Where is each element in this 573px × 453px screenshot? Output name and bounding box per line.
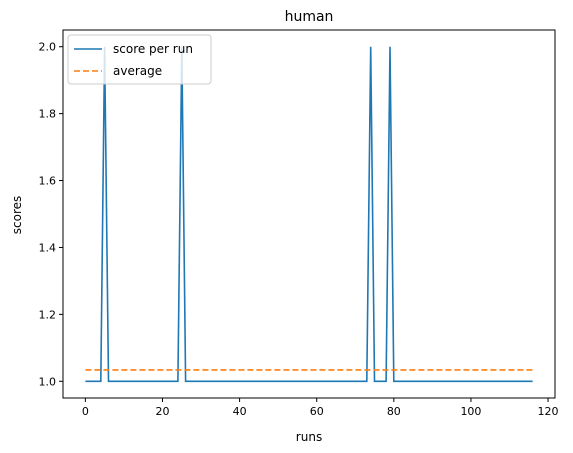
y-axis-label: scores <box>10 196 24 235</box>
x-tick-label: 100 <box>460 405 481 418</box>
y-axis: 1.0 1.2 1.4 1.6 1.8 2.0 <box>39 41 63 388</box>
x-tick-label: 40 <box>233 405 247 418</box>
legend: score per run average <box>67 34 212 85</box>
x-tick-label: 0 <box>82 405 89 418</box>
legend-label-score: score per run <box>113 42 193 56</box>
plot-frame <box>62 29 556 399</box>
y-tick-label: 1.4 <box>39 241 57 254</box>
y-tick-label: 1.0 <box>39 375 57 388</box>
y-tick-label: 1.6 <box>39 175 57 188</box>
y-tick-label: 2.0 <box>39 41 57 54</box>
chart-title: human <box>285 9 334 25</box>
y-tick-label: 1.2 <box>39 308 57 321</box>
series-layer <box>85 46 533 383</box>
x-axis-label: runs <box>296 430 322 444</box>
x-tick-label: 20 <box>155 405 169 418</box>
score-per-run-line <box>85 46 533 383</box>
x-tick-label: 80 <box>387 405 401 418</box>
x-axis: 0 20 40 60 80 100 120 <box>82 398 559 418</box>
legend-label-average: average <box>113 64 162 78</box>
x-tick-label: 120 <box>538 405 559 418</box>
x-tick-label: 60 <box>310 405 324 418</box>
legend-box <box>67 34 212 85</box>
y-tick-label: 1.8 <box>39 108 57 121</box>
